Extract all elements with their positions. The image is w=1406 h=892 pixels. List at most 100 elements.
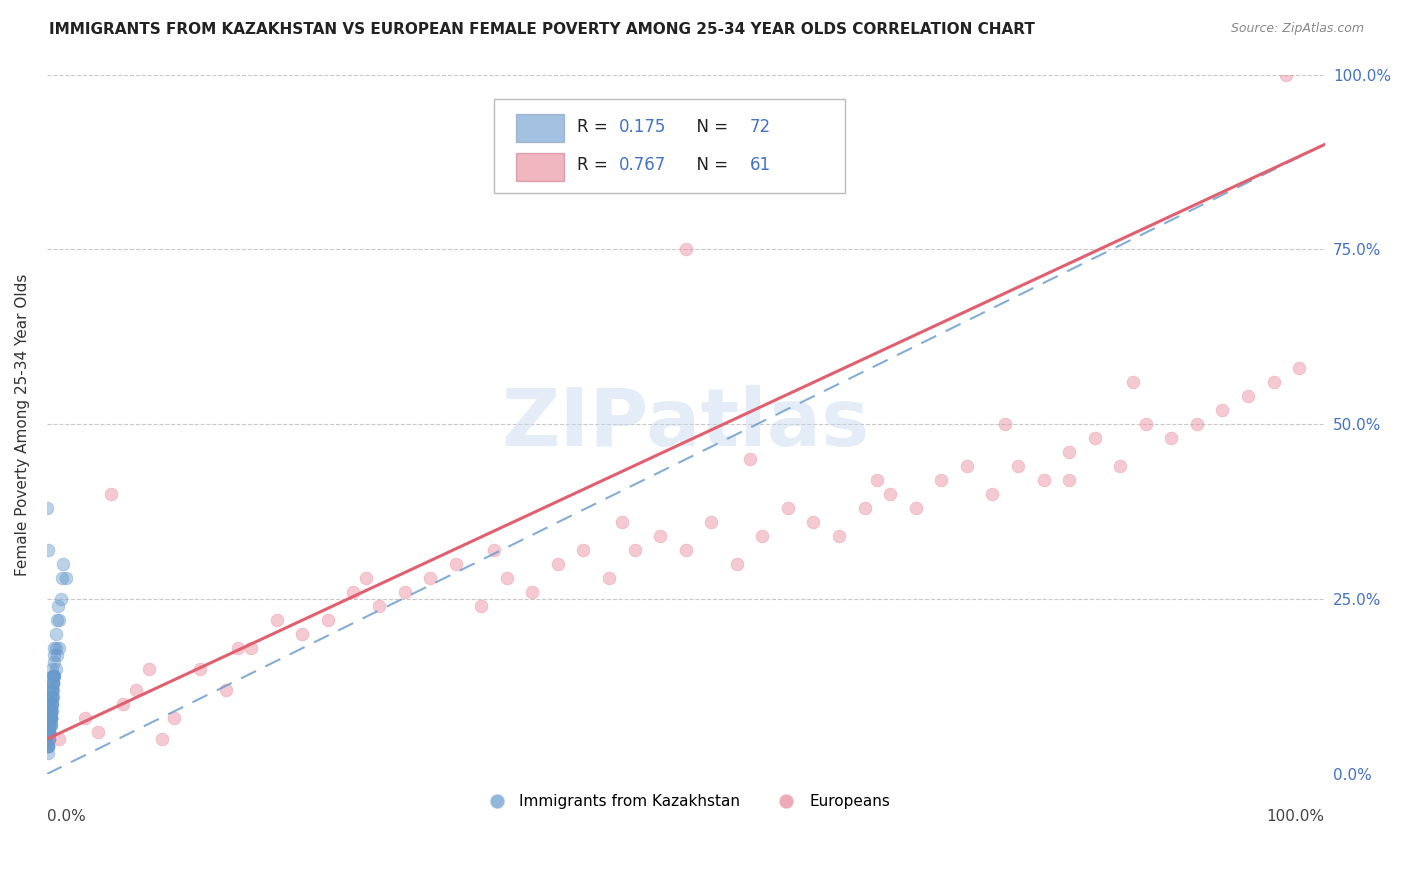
Point	[725, 558, 748, 572]
Point	[38, 725, 60, 739]
Point	[368, 599, 391, 614]
Point	[866, 473, 889, 487]
Point	[39, 683, 62, 698]
Point	[39, 711, 62, 725]
Point	[87, 725, 110, 739]
Point	[904, 501, 927, 516]
Text: ZIPatlas: ZIPatlas	[502, 385, 870, 463]
Text: N =: N =	[686, 156, 733, 175]
Point	[37, 739, 59, 753]
Text: 72: 72	[749, 118, 770, 136]
Text: IMMIGRANTS FROM KAZAKHSTAN VS EUROPEAN FEMALE POVERTY AMONG 25-34 YEAR OLDS CORR: IMMIGRANTS FROM KAZAKHSTAN VS EUROPEAN F…	[49, 22, 1035, 37]
Point	[623, 543, 645, 558]
Point	[228, 641, 250, 656]
Point	[39, 718, 62, 732]
Point	[648, 529, 671, 543]
Point	[828, 529, 851, 543]
Point	[37, 739, 59, 753]
Point	[929, 473, 952, 487]
Point	[41, 697, 63, 711]
Point	[547, 558, 569, 572]
Point	[1237, 389, 1260, 403]
Point	[266, 613, 288, 627]
Point	[1288, 361, 1310, 376]
Point	[125, 683, 148, 698]
Point	[39, 718, 62, 732]
Point	[598, 571, 620, 585]
Point	[45, 627, 67, 641]
Point	[42, 669, 65, 683]
Point	[52, 558, 75, 572]
Point	[342, 585, 364, 599]
Point	[700, 516, 723, 530]
Text: Source: ZipAtlas.com: Source: ZipAtlas.com	[1230, 22, 1364, 36]
Point	[482, 543, 505, 558]
Point	[1032, 473, 1054, 487]
Point	[316, 613, 339, 627]
Point	[38, 725, 60, 739]
Point	[776, 501, 799, 516]
Point	[291, 627, 314, 641]
Point	[42, 683, 65, 698]
Point	[39, 704, 62, 718]
Point	[42, 676, 65, 690]
Point	[41, 683, 63, 698]
Point	[49, 592, 72, 607]
Point	[39, 704, 62, 718]
Y-axis label: Female Poverty Among 25-34 Year Olds: Female Poverty Among 25-34 Year Olds	[15, 273, 30, 575]
Point	[470, 599, 492, 614]
Point	[38, 725, 60, 739]
Point	[751, 529, 773, 543]
Point	[39, 711, 62, 725]
Point	[45, 613, 67, 627]
Text: 0.767: 0.767	[619, 156, 666, 175]
Point	[45, 648, 67, 663]
Point	[956, 459, 979, 474]
Point	[675, 543, 697, 558]
Point	[444, 558, 467, 572]
Point	[38, 732, 60, 747]
Point	[37, 739, 59, 753]
Point	[41, 662, 63, 676]
Point	[45, 641, 67, 656]
Point	[240, 641, 263, 656]
Point	[1007, 459, 1029, 474]
Point	[48, 613, 70, 627]
Bar	[516, 153, 564, 181]
Point	[419, 571, 441, 585]
Point	[37, 711, 59, 725]
Point	[37, 732, 59, 747]
Point	[38, 732, 60, 747]
Point	[42, 690, 65, 705]
Point	[41, 690, 63, 705]
Point	[42, 676, 65, 690]
Point	[46, 599, 69, 614]
FancyBboxPatch shape	[494, 99, 845, 194]
Point	[150, 732, 173, 747]
Point	[738, 452, 761, 467]
Point	[675, 243, 697, 257]
Point	[879, 487, 901, 501]
Point	[39, 697, 62, 711]
Point	[1057, 445, 1080, 459]
Point	[41, 690, 63, 705]
Point	[1275, 68, 1298, 82]
Point	[44, 669, 66, 683]
Point	[214, 683, 236, 698]
Point	[994, 417, 1017, 432]
Point	[39, 711, 62, 725]
Point	[38, 732, 60, 747]
Point	[610, 516, 633, 530]
Text: N =: N =	[686, 118, 733, 136]
Point	[48, 641, 70, 656]
Point	[41, 704, 63, 718]
Point	[981, 487, 1004, 501]
Point	[73, 711, 96, 725]
Point	[38, 725, 60, 739]
Point	[39, 711, 62, 725]
Point	[1135, 417, 1157, 432]
Point	[44, 655, 66, 669]
Point	[37, 543, 59, 558]
Point	[42, 676, 65, 690]
Text: 100.0%: 100.0%	[1267, 809, 1324, 824]
